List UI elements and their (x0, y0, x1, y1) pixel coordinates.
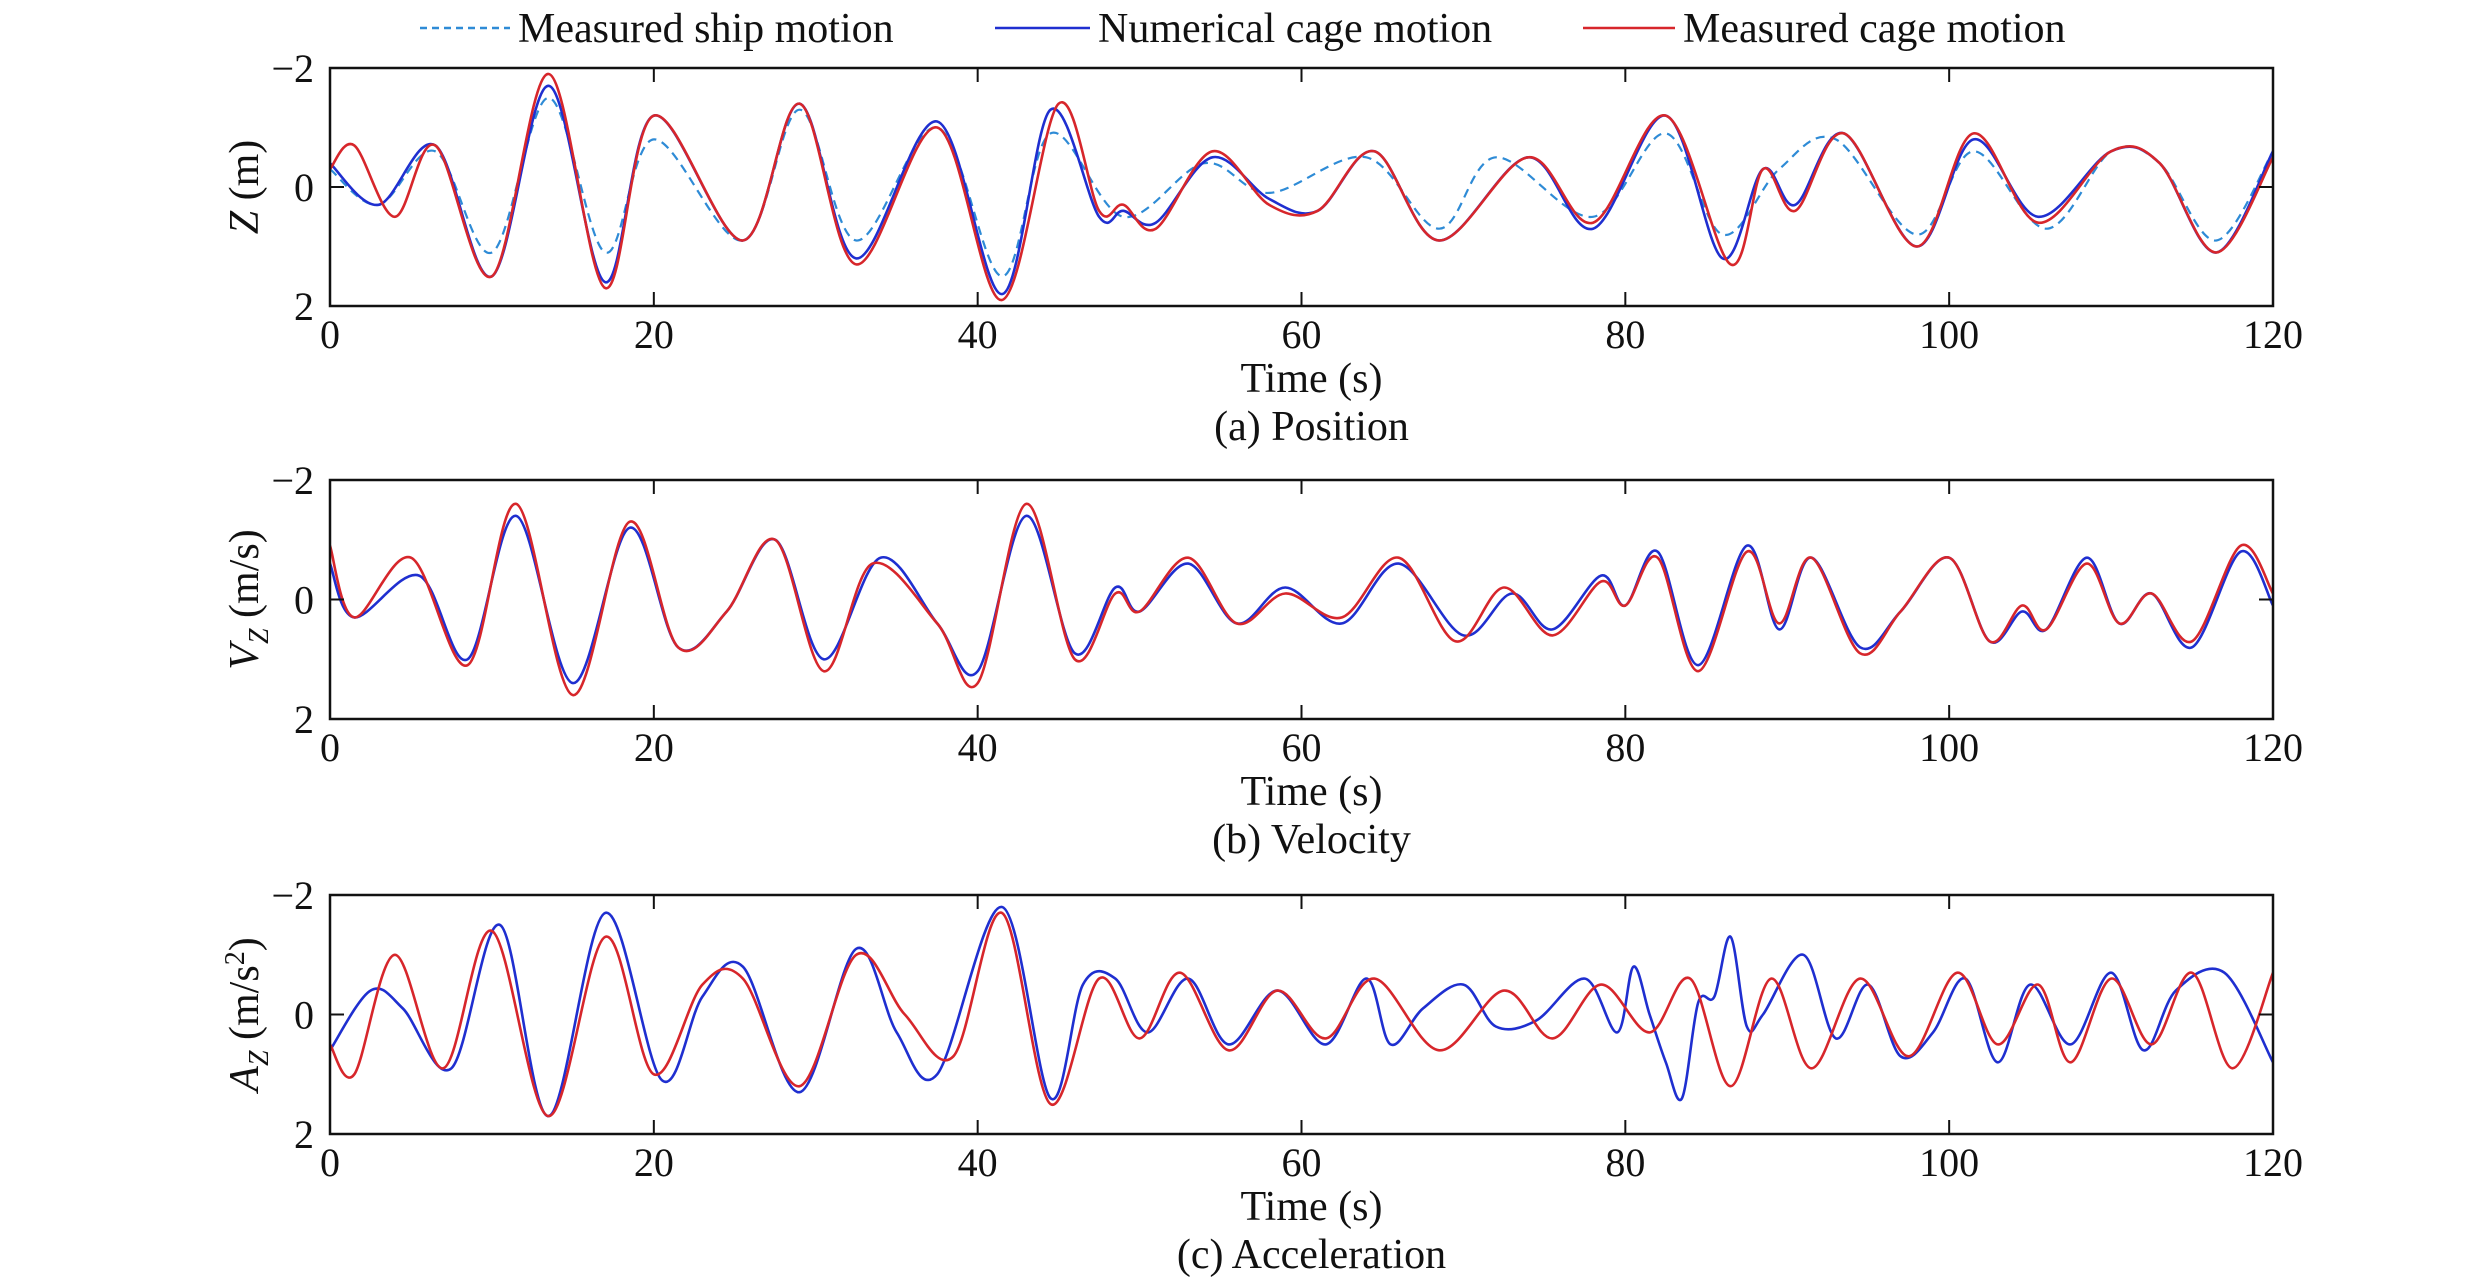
series-measured-line (330, 72, 2273, 302)
x-tick-label: 0 (320, 1140, 340, 1185)
y-axis-title: Z (m) (222, 140, 268, 235)
x-tick-label: 0 (320, 312, 340, 357)
x-tick-label: 40 (958, 1140, 998, 1185)
x-tick-label: 120 (2243, 725, 2303, 770)
y-tick-label: −2 (271, 458, 314, 503)
x-tick-label: 40 (958, 725, 998, 770)
x-tick-label: 80 (1605, 312, 1645, 357)
x-tick-label: 120 (2243, 312, 2303, 357)
series-group (330, 502, 2273, 697)
legend-label: Measured cage motion (1683, 6, 2066, 52)
x-tick-label: 40 (958, 312, 998, 357)
legend-entry: Measured ship motion (420, 6, 894, 52)
x-tick-label: 100 (1919, 1140, 1979, 1185)
plot-frame (328, 66, 2275, 308)
x-axis-title: Time (s) (1241, 769, 1383, 815)
y-tick-label: −2 (271, 46, 314, 91)
series-numerical-line (330, 84, 2273, 296)
series-measured-line (330, 911, 2273, 1118)
x-tick-label: 100 (1919, 312, 1979, 357)
x-tick-label: 0 (320, 725, 340, 770)
y-tick-label: 2 (294, 697, 314, 742)
x-tick-label: 20 (634, 725, 674, 770)
series-group (330, 905, 2273, 1118)
panel-caption: (a) Position (1214, 404, 1409, 450)
x-tick-label: 80 (1605, 725, 1645, 770)
x-tick-label: 80 (1605, 1140, 1645, 1185)
y-tick-label: −2 (271, 873, 314, 918)
series-group (330, 72, 2273, 302)
legend-label: Measured ship motion (518, 6, 894, 52)
x-tick-label: 60 (1282, 312, 1322, 357)
panel-caption: (c) Acceleration (1177, 1232, 1446, 1278)
y-tick-label: 0 (294, 993, 314, 1038)
legend: Measured ship motion Numerical cage motio… (420, 6, 2066, 52)
x-tick-label: 20 (634, 1140, 674, 1185)
x-tick-label: 100 (1919, 725, 1979, 770)
y-tick-label: 0 (294, 165, 314, 210)
y-tick-label: 0 (294, 578, 314, 623)
y-tick-label: 2 (294, 1112, 314, 1157)
legend-entry: Numerical cage motion (995, 6, 1492, 52)
legend-entry: Measured cage motion (1583, 6, 2066, 52)
x-axis-title: Time (s) (1241, 356, 1383, 402)
y-axis-title: AZ (m/s2) (220, 937, 275, 1094)
x-tick-label: 60 (1282, 1140, 1322, 1185)
series-measured-line (330, 502, 2273, 697)
x-axis-title: Time (s) (1241, 1184, 1383, 1230)
panel-caption: (b) Velocity (1212, 817, 1411, 863)
legend-label: Numerical cage motion (1098, 6, 1492, 52)
series-numerical-line (330, 905, 2273, 1118)
x-tick-label: 20 (634, 312, 674, 357)
y-tick-label: 2 (294, 284, 314, 329)
y-axis-title: VZ (m/s) (222, 529, 275, 669)
x-tick-label: 120 (2243, 1140, 2303, 1185)
x-tick-label: 60 (1282, 725, 1322, 770)
